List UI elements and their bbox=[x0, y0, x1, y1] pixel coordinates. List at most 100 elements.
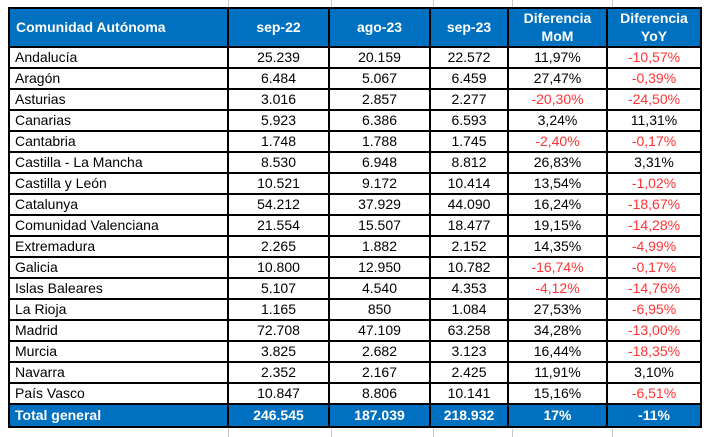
cell-region-name: Andalucía bbox=[8, 46, 229, 69]
cell-value: 8.806 bbox=[328, 382, 431, 405]
cell-region-name: Comunidad Valenciana bbox=[8, 214, 229, 237]
gridline-stub bbox=[228, 429, 229, 437]
cell-value: 27,53% bbox=[507, 298, 608, 321]
cell-value: -0,17% bbox=[606, 130, 702, 153]
cell-region-name: País Vasco bbox=[8, 382, 229, 405]
cell-value: 19,15% bbox=[507, 214, 608, 237]
gridline-stub bbox=[433, 429, 434, 437]
col-header-sep22: sep-22 bbox=[227, 7, 330, 48]
cell-value: 27,47% bbox=[507, 67, 608, 90]
table-row: Canarias 5.923 6.386 6.593 3,24% 11,31% bbox=[8, 109, 702, 132]
cell-value: 15.507 bbox=[328, 214, 431, 237]
table-row: La Rioja 1.165 850 1.084 27,53% -6,95% bbox=[8, 298, 702, 321]
gridline-stub bbox=[612, 0, 613, 7]
cell-region-name: Asturias bbox=[8, 88, 229, 111]
cell-value: 63.258 bbox=[429, 319, 509, 342]
cell-value: -18,67% bbox=[606, 193, 702, 216]
table-row: Cantabria 1.748 1.788 1.745 -2,40% -0,17% bbox=[8, 130, 702, 153]
cell-value: 20.159 bbox=[328, 46, 431, 69]
data-table: Comunidad Autónoma sep-22 ago-23 sep-23 … bbox=[8, 7, 702, 428]
cell-value: 14,35% bbox=[507, 235, 608, 258]
cell-value: 44.090 bbox=[429, 193, 509, 216]
table-row: Asturias 3.016 2.857 2.277 -20,30% -24,50% bbox=[8, 88, 702, 111]
total-value: 246.545 bbox=[227, 403, 330, 428]
total-label: Total general bbox=[8, 403, 229, 428]
cell-value: 1.745 bbox=[429, 130, 509, 153]
cell-value: 13,54% bbox=[507, 172, 608, 195]
cell-value: 9.172 bbox=[328, 172, 431, 195]
total-row: Total general 246.545 187.039 218.932 17% -11… bbox=[8, 403, 702, 428]
cell-value: 6.948 bbox=[328, 151, 431, 174]
cell-value: 16,24% bbox=[507, 193, 608, 216]
cell-value: 11,31% bbox=[606, 109, 702, 132]
cell-value: 47.109 bbox=[328, 319, 431, 342]
total-value: 187.039 bbox=[328, 403, 431, 428]
table-row: Madrid 72.708 47.109 63.258 34,28% -13,00% bbox=[8, 319, 702, 342]
cell-value: -20,30% bbox=[507, 88, 608, 111]
cell-value: 1.788 bbox=[328, 130, 431, 153]
cell-value: 12.950 bbox=[328, 256, 431, 279]
col-header-diferencia-mom: Diferencia MoM bbox=[507, 7, 608, 48]
cell-region-name: Murcia bbox=[8, 340, 229, 363]
cell-value: 6.459 bbox=[429, 67, 509, 90]
col-header-sep23: sep-23 bbox=[429, 7, 509, 48]
cell-value: 4.353 bbox=[429, 277, 509, 300]
table-row: Castilla - La Mancha 8.530 6.948 8.812 26,83… bbox=[8, 151, 702, 174]
gridline-stub bbox=[512, 0, 513, 7]
header-row: Comunidad Autónoma sep-22 ago-23 sep-23 … bbox=[8, 7, 702, 48]
cell-value: 37.929 bbox=[328, 193, 431, 216]
cell-region-name: Cantabria bbox=[8, 130, 229, 153]
cell-region-name: Extremadura bbox=[8, 235, 229, 258]
table-row: Catalunya 54.212 37.929 44.090 16,24% -18,67% bbox=[8, 193, 702, 216]
cell-value: 22.572 bbox=[429, 46, 509, 69]
table-row: Murcia 3.825 2.682 3.123 16,44% -18,35% bbox=[8, 340, 702, 363]
cell-value: -6,95% bbox=[606, 298, 702, 321]
table-row: Extremadura 2.265 1.882 2.152 14,35% -4,99% bbox=[8, 235, 702, 258]
cell-region-name: Aragón bbox=[8, 67, 229, 90]
gridline-stub bbox=[612, 429, 613, 437]
cell-value: 1.882 bbox=[328, 235, 431, 258]
cell-value: -13,00% bbox=[606, 319, 702, 342]
cell-value: 15,16% bbox=[507, 382, 608, 405]
cell-value: 1.084 bbox=[429, 298, 509, 321]
col-header-diferencia-yoy: Diferencia YoY bbox=[606, 7, 702, 48]
gridline-stub bbox=[512, 429, 513, 437]
cell-region-name: Castilla - La Mancha bbox=[8, 151, 229, 174]
col-header-ago23: ago-23 bbox=[328, 7, 431, 48]
cell-region-name: Castilla y León bbox=[8, 172, 229, 195]
cell-value: -18,35% bbox=[606, 340, 702, 363]
cell-value: 11,97% bbox=[507, 46, 608, 69]
cell-value: 11,91% bbox=[507, 361, 608, 384]
cell-value: 25.239 bbox=[227, 46, 330, 69]
cell-value: 16,44% bbox=[507, 340, 608, 363]
cell-value: 6.593 bbox=[429, 109, 509, 132]
cell-value: 10.141 bbox=[429, 382, 509, 405]
cell-value: -10,57% bbox=[606, 46, 702, 69]
cell-value: 5.923 bbox=[227, 109, 330, 132]
cell-value: 26,83% bbox=[507, 151, 608, 174]
cell-value: -0,39% bbox=[606, 67, 702, 90]
gridline-stub bbox=[331, 0, 332, 7]
cell-value: -2,40% bbox=[507, 130, 608, 153]
cell-value: 2.857 bbox=[328, 88, 431, 111]
cell-value: 1.748 bbox=[227, 130, 330, 153]
cell-region-name: La Rioja bbox=[8, 298, 229, 321]
cell-value: 8.812 bbox=[429, 151, 509, 174]
total-value: 218.932 bbox=[429, 403, 509, 428]
cell-value: 1.165 bbox=[227, 298, 330, 321]
cell-value: 5.107 bbox=[227, 277, 330, 300]
cell-value: 4.540 bbox=[328, 277, 431, 300]
table-row: País Vasco 10.847 8.806 10.141 15,16% -6,51% bbox=[8, 382, 702, 405]
table-row: Comunidad Valenciana 21.554 15.507 18.477 19… bbox=[8, 214, 702, 237]
cell-value: -14,28% bbox=[606, 214, 702, 237]
cell-value: -6,51% bbox=[606, 382, 702, 405]
cell-value: -14,76% bbox=[606, 277, 702, 300]
cell-value: -1,02% bbox=[606, 172, 702, 195]
cell-value: 21.554 bbox=[227, 214, 330, 237]
cell-value: 10.782 bbox=[429, 256, 509, 279]
cell-region-name: Canarias bbox=[8, 109, 229, 132]
table-body: Andalucía 25.239 20.159 22.572 11,97% -10,57%… bbox=[8, 46, 702, 405]
cell-value: -0,17% bbox=[606, 256, 702, 279]
col-header-comunidad: Comunidad Autónoma bbox=[8, 7, 229, 48]
cell-value: 3.825 bbox=[227, 340, 330, 363]
